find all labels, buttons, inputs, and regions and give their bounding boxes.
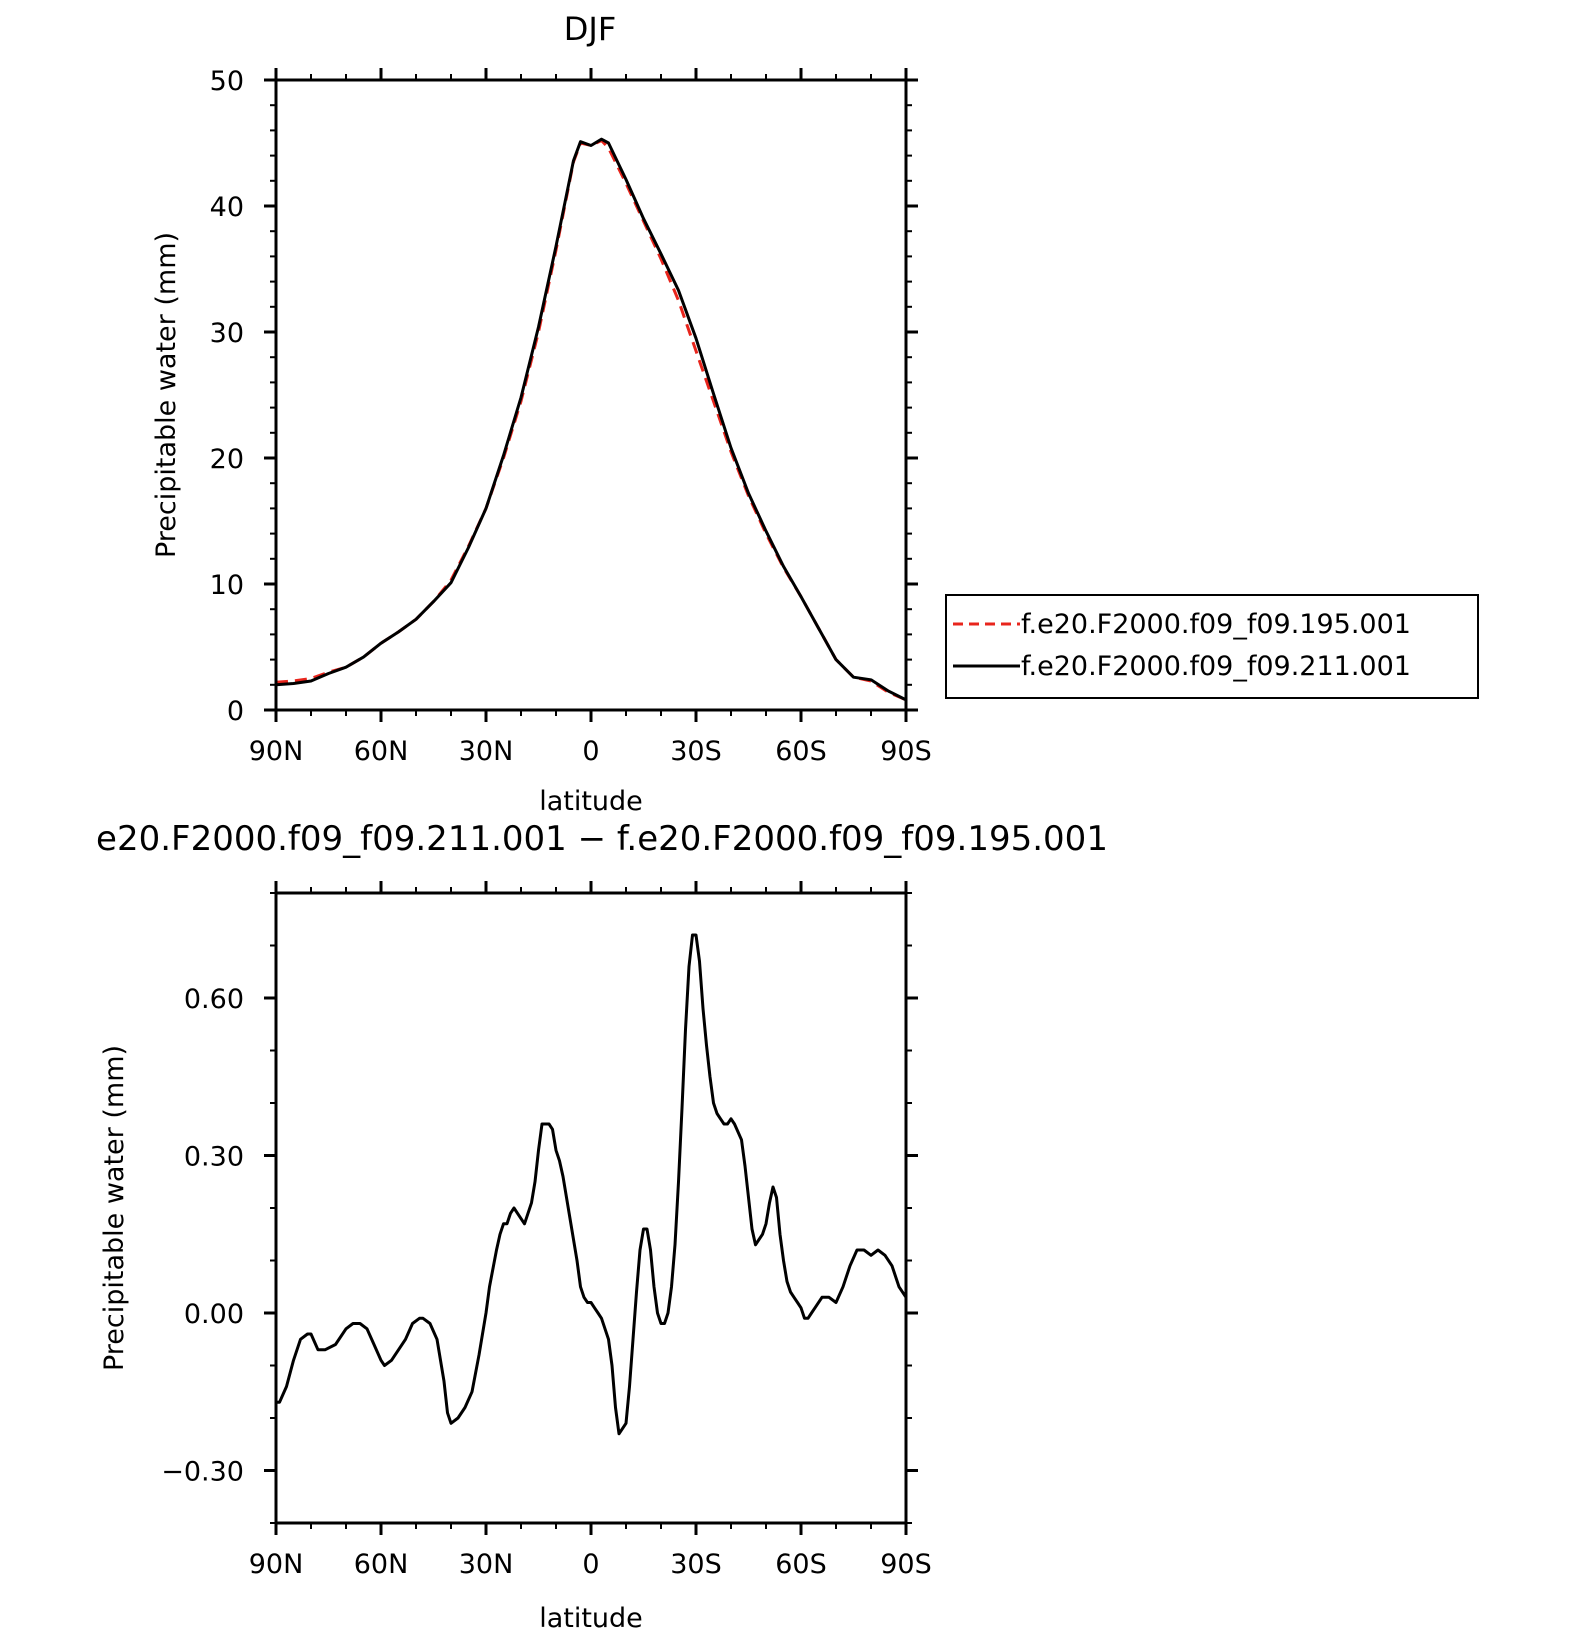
x-tick-label: 0 xyxy=(582,736,599,767)
x-axis-label: latitude xyxy=(539,786,643,817)
y-tick-label: 30 xyxy=(210,318,244,349)
y-axis-label: Precipitable water (mm) xyxy=(99,1045,130,1371)
chart-title: DJF xyxy=(564,10,616,48)
x-tick-label: 90S xyxy=(880,736,932,767)
x-tick-label: 60N xyxy=(354,736,409,767)
y-tick-label: 40 xyxy=(210,192,244,223)
series-line-1 xyxy=(275,137,907,702)
x-tick-label: 60S xyxy=(775,1549,827,1580)
djf-panel: DJF 90N 60N 30N 0 30S 60S 90S 0 10 20 30 40 50 Preci… xyxy=(151,10,932,817)
y-tick-label: 20 xyxy=(210,444,244,475)
y-axis-label: Precipitable water (mm) xyxy=(151,232,182,558)
y-tick-label: 50 xyxy=(210,66,244,97)
x-tick-label: 30N xyxy=(459,736,514,767)
series-line-0 xyxy=(276,933,908,1436)
y-tick-label: 0 xyxy=(227,696,244,727)
x-tick-label: 60N xyxy=(354,1549,409,1580)
y-tick-label: 0.60 xyxy=(184,984,244,1015)
y-tick-label: 0.00 xyxy=(184,1299,244,1330)
x-tick-label: 90N xyxy=(249,1549,304,1580)
x-tick-label: 30N xyxy=(459,1549,514,1580)
legend: f.e20.F2000.f09_f09.195.001 f.e20.F2000.… xyxy=(945,594,1479,699)
x-axis-label: latitude xyxy=(539,1603,643,1634)
x-tick-label: 0 xyxy=(582,1549,599,1580)
y-tick-label: 10 xyxy=(210,570,244,601)
x-tick-label: 90S xyxy=(880,1549,932,1580)
legend-label-195: f.e20.F2000.f09_f09.195.001 xyxy=(1021,609,1411,640)
difference-panel: e20.F2000.f09_f09.211.001 − f.e20.F2000.… xyxy=(96,819,1108,1634)
plot-frame xyxy=(274,891,908,1525)
x-tick-label: 90N xyxy=(249,736,304,767)
legend-label-211: f.e20.F2000.f09_f09.211.001 xyxy=(1021,651,1411,682)
x-tick-label: 30S xyxy=(670,736,722,767)
x-tick-label: 30S xyxy=(670,1549,722,1580)
y-tick-label: −0.30 xyxy=(161,1457,244,1488)
chart-title: e20.F2000.f09_f09.211.001 − f.e20.F2000.… xyxy=(96,819,1108,859)
x-tick-label: 60S xyxy=(775,736,827,767)
y-tick-label: 0.30 xyxy=(184,1142,244,1173)
legend-box xyxy=(945,594,1479,699)
